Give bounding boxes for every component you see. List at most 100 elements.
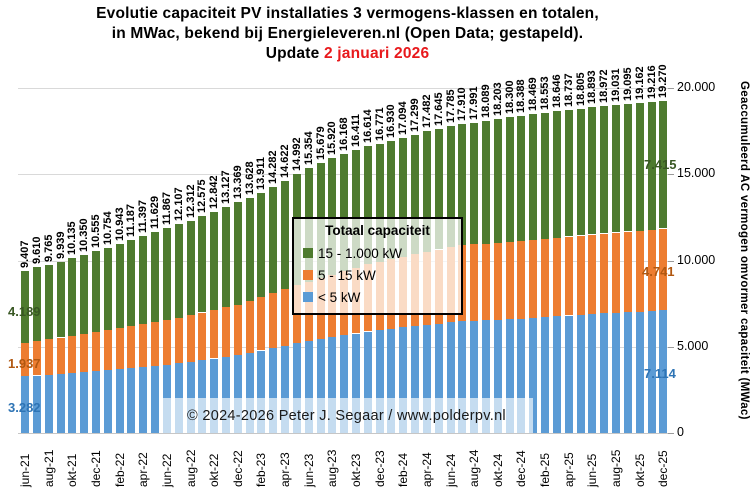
bar-total-label: 16.614	[361, 109, 374, 144]
bar-segment-5-15kw	[576, 235, 585, 315]
bar-segment-under-5kw	[541, 317, 550, 433]
bar-segment-under-5kw	[387, 328, 396, 433]
bar-segment-under-5kw	[80, 371, 89, 433]
x-axis-tick-label: jun-22	[159, 453, 174, 487]
bar-total-label: 17.299	[409, 97, 422, 132]
bar-segment-under-5kw	[233, 355, 242, 433]
bar-segment-15-1000kw	[375, 143, 384, 262]
bar-segment-under-5kw	[470, 320, 479, 433]
bar-segment-5-15kw	[659, 228, 668, 311]
y-axis-tick-label: 5.000	[677, 338, 709, 353]
bar-segment-5-15kw	[115, 328, 124, 369]
bar-segment-5-15kw	[281, 289, 289, 346]
bar-segment-under-5kw	[139, 366, 148, 433]
x-axis-tick-label: apr-22	[136, 452, 151, 487]
bar-segment-15-1000kw	[517, 115, 526, 241]
x-axis-line	[18, 433, 668, 434]
bar-total-label: 9.939	[54, 231, 67, 259]
bar-total-label: 19.031	[610, 68, 622, 102]
bar-segment-15-1000kw	[576, 108, 585, 236]
bar-segment-5-15kw	[127, 326, 136, 368]
bar-segment-under-5kw	[363, 331, 372, 433]
bar-segment-under-5kw	[68, 372, 77, 433]
bar-segment-under-5kw	[576, 314, 585, 433]
bar-total-label: 14.622	[279, 144, 291, 178]
bar-total-label: 10.135	[66, 221, 79, 256]
bar-segment-15-1000kw	[32, 267, 41, 342]
bar-segment-15-1000kw	[352, 149, 360, 268]
bar-segment-under-5kw	[115, 369, 124, 433]
bar-segment-under-5kw	[245, 353, 254, 433]
bar-segment-under-5kw	[151, 365, 159, 433]
bar-total-label: 10.555	[89, 214, 102, 248]
bar-segment-under-5kw	[292, 343, 301, 433]
bar-segment-5-15kw	[162, 320, 171, 365]
legend-item-label: 15 - 1.000 kW	[318, 245, 403, 261]
bar-segment-under-5kw	[517, 318, 526, 433]
bar-total-label: 18.300	[503, 80, 516, 115]
bar-total-label: 13.369	[231, 165, 244, 200]
bar-segment-under-5kw	[529, 317, 538, 433]
last-bar-green-value-label: 7.415	[644, 157, 677, 172]
bar-total-label: 18.388	[515, 79, 528, 113]
x-axis-tick-label: jun-21	[18, 453, 32, 487]
bar-segment-5-15kw	[623, 231, 632, 313]
bar-segment-15-1000kw	[221, 206, 230, 308]
bar-segment-15-1000kw	[198, 216, 207, 313]
bar-total-label: 17.991	[468, 86, 481, 120]
bar-segment-15-1000kw	[434, 128, 443, 250]
x-axis-tick-label: jun-23	[301, 453, 316, 487]
bar-total-label: 18.553	[539, 76, 552, 110]
y-axis-tick	[668, 260, 674, 262]
x-axis-tick-label: apr-23	[278, 452, 292, 487]
bar-total-label: 19.095	[621, 66, 634, 101]
bar-segment-5-15kw	[552, 237, 561, 317]
x-axis-tick-label: jun-24	[443, 453, 458, 487]
bar-segment-15-1000kw	[564, 109, 573, 237]
x-axis-tick-label: dec-21	[88, 450, 103, 487]
bar-segment-under-5kw	[588, 314, 597, 433]
bar-segment-15-1000kw	[552, 111, 561, 238]
bar-segment-under-5kw	[127, 368, 136, 433]
bar-segment-5-15kw	[174, 317, 183, 364]
bar-segment-5-15kw	[186, 315, 195, 362]
bar-segment-under-5kw	[186, 361, 195, 433]
bar-segment-5-15kw	[564, 236, 573, 316]
legend-item-label: 5 - 15 kW	[318, 267, 376, 283]
bar-segment-under-5kw	[316, 339, 325, 433]
legend-item-5-15kw: 5 - 15 kW	[303, 267, 461, 283]
bar-segment-under-5kw	[493, 319, 502, 433]
bar-total-label: 19.270	[657, 63, 670, 98]
bar-total-label: 16.771	[373, 107, 386, 141]
copyright-notice: © 2024-2026 Peter J. Segaar / www.polder…	[160, 398, 533, 433]
bar-total-label: 17.482	[420, 94, 433, 129]
x-axis-tick-label: aug-23	[325, 449, 340, 487]
bar-segment-under-5kw	[91, 371, 100, 433]
bar-segment-under-5kw	[44, 374, 53, 433]
bar-segment-15-1000kw	[328, 158, 337, 275]
bar-total-label: 18.893	[586, 70, 599, 105]
bar-segment-under-5kw	[564, 315, 573, 433]
bar-segment-15-1000kw	[139, 236, 148, 325]
bar-total-label: 17.645	[432, 91, 445, 126]
bar-segment-under-5kw	[269, 348, 278, 433]
bar-segment-5-15kw	[80, 333, 89, 372]
bar-segment-15-1000kw	[257, 193, 266, 297]
bar-total-label: 17.785	[444, 89, 457, 124]
bar-segment-under-5kw	[281, 345, 289, 433]
x-axis-tick-label: feb-22	[112, 452, 127, 487]
x-axis-tick-label: feb-24	[396, 452, 411, 487]
bar-segment-5-15kw	[269, 293, 278, 349]
first-bar-green-value-label: 4.189	[8, 304, 41, 319]
bar-segment-under-5kw	[328, 337, 337, 433]
bar-segment-15-1000kw	[233, 202, 242, 305]
bar-total-label: 19.216	[645, 64, 658, 99]
update-label: Update	[265, 45, 324, 62]
bar-segment-15-1000kw	[56, 261, 65, 338]
last-bar-blue-value-label: 7.114	[644, 366, 676, 381]
legend-item-label: < 5 kW	[318, 289, 361, 305]
bar-total-label: 18.469	[527, 77, 540, 112]
bar-segment-15-1000kw	[600, 105, 609, 234]
bar-segment-under-5kw	[198, 360, 207, 433]
x-axis-tick-label: aug-22	[183, 449, 198, 487]
